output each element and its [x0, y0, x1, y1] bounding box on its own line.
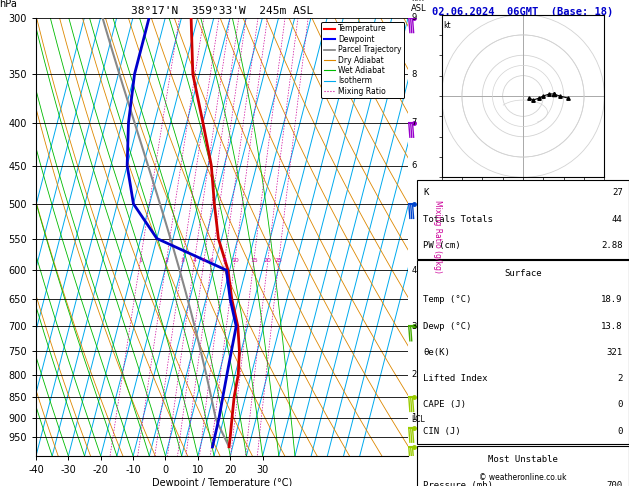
Text: 0: 0 — [617, 427, 623, 435]
Text: 27: 27 — [612, 189, 623, 197]
Text: 700: 700 — [606, 481, 623, 486]
Text: Pressure (mb): Pressure (mb) — [423, 481, 493, 486]
Text: 6: 6 — [411, 161, 416, 170]
Text: 13.8: 13.8 — [601, 322, 623, 330]
Legend: Temperature, Dewpoint, Parcel Trajectory, Dry Adiabat, Wet Adiabat, Isotherm, Mi: Temperature, Dewpoint, Parcel Trajectory… — [321, 22, 404, 99]
Text: 3: 3 — [411, 322, 416, 331]
Text: 2: 2 — [164, 259, 169, 263]
Text: 4: 4 — [411, 266, 416, 275]
Text: 44: 44 — [612, 215, 623, 224]
Text: Surface: Surface — [504, 269, 542, 278]
Text: 8: 8 — [223, 259, 226, 263]
Text: 0: 0 — [617, 400, 623, 409]
Text: 9: 9 — [411, 14, 416, 22]
Text: Mixing Ratio (g/kg): Mixing Ratio (g/kg) — [433, 201, 442, 274]
Bar — [417, 180, 629, 259]
Text: 02.06.2024  06GMT  (Base: 18): 02.06.2024 06GMT (Base: 18) — [432, 7, 614, 17]
Text: 1: 1 — [411, 413, 416, 422]
Title: 38°17'N  359°33'W  245m ASL: 38°17'N 359°33'W 245m ASL — [131, 6, 313, 16]
Text: Totals Totals: Totals Totals — [423, 215, 493, 224]
Text: 8: 8 — [411, 69, 416, 79]
Text: 2.88: 2.88 — [601, 241, 623, 250]
Text: 2: 2 — [411, 370, 416, 379]
Text: PW (cm): PW (cm) — [423, 241, 461, 250]
Text: CAPE (J): CAPE (J) — [423, 400, 466, 409]
Bar — [417, 260, 629, 444]
Text: 10: 10 — [231, 259, 238, 263]
Text: Most Unstable: Most Unstable — [488, 455, 558, 464]
Text: 4: 4 — [192, 259, 196, 263]
Text: Lifted Index: Lifted Index — [423, 374, 488, 383]
Text: km
ASL: km ASL — [411, 0, 426, 13]
X-axis label: Dewpoint / Temperature (°C): Dewpoint / Temperature (°C) — [152, 478, 292, 486]
Bar — [417, 446, 629, 486]
Text: © weatheronline.co.uk: © weatheronline.co.uk — [479, 473, 567, 482]
Text: 3: 3 — [181, 259, 184, 263]
Text: 7: 7 — [411, 118, 416, 127]
Text: 18.9: 18.9 — [601, 295, 623, 304]
Text: CIN (J): CIN (J) — [423, 427, 461, 435]
Text: 321: 321 — [606, 348, 623, 357]
Text: hPa: hPa — [0, 0, 17, 9]
Text: 5: 5 — [202, 259, 206, 263]
Text: 6: 6 — [210, 259, 214, 263]
Text: θe(K): θe(K) — [423, 348, 450, 357]
Text: 25: 25 — [275, 259, 283, 263]
Text: 15: 15 — [250, 259, 258, 263]
Text: 20: 20 — [264, 259, 272, 263]
Text: 1: 1 — [138, 259, 142, 263]
Text: K: K — [423, 189, 429, 197]
Text: Dewp (°C): Dewp (°C) — [423, 322, 472, 330]
Text: LCL: LCL — [411, 415, 425, 424]
Text: 2: 2 — [617, 374, 623, 383]
Text: Temp (°C): Temp (°C) — [423, 295, 472, 304]
